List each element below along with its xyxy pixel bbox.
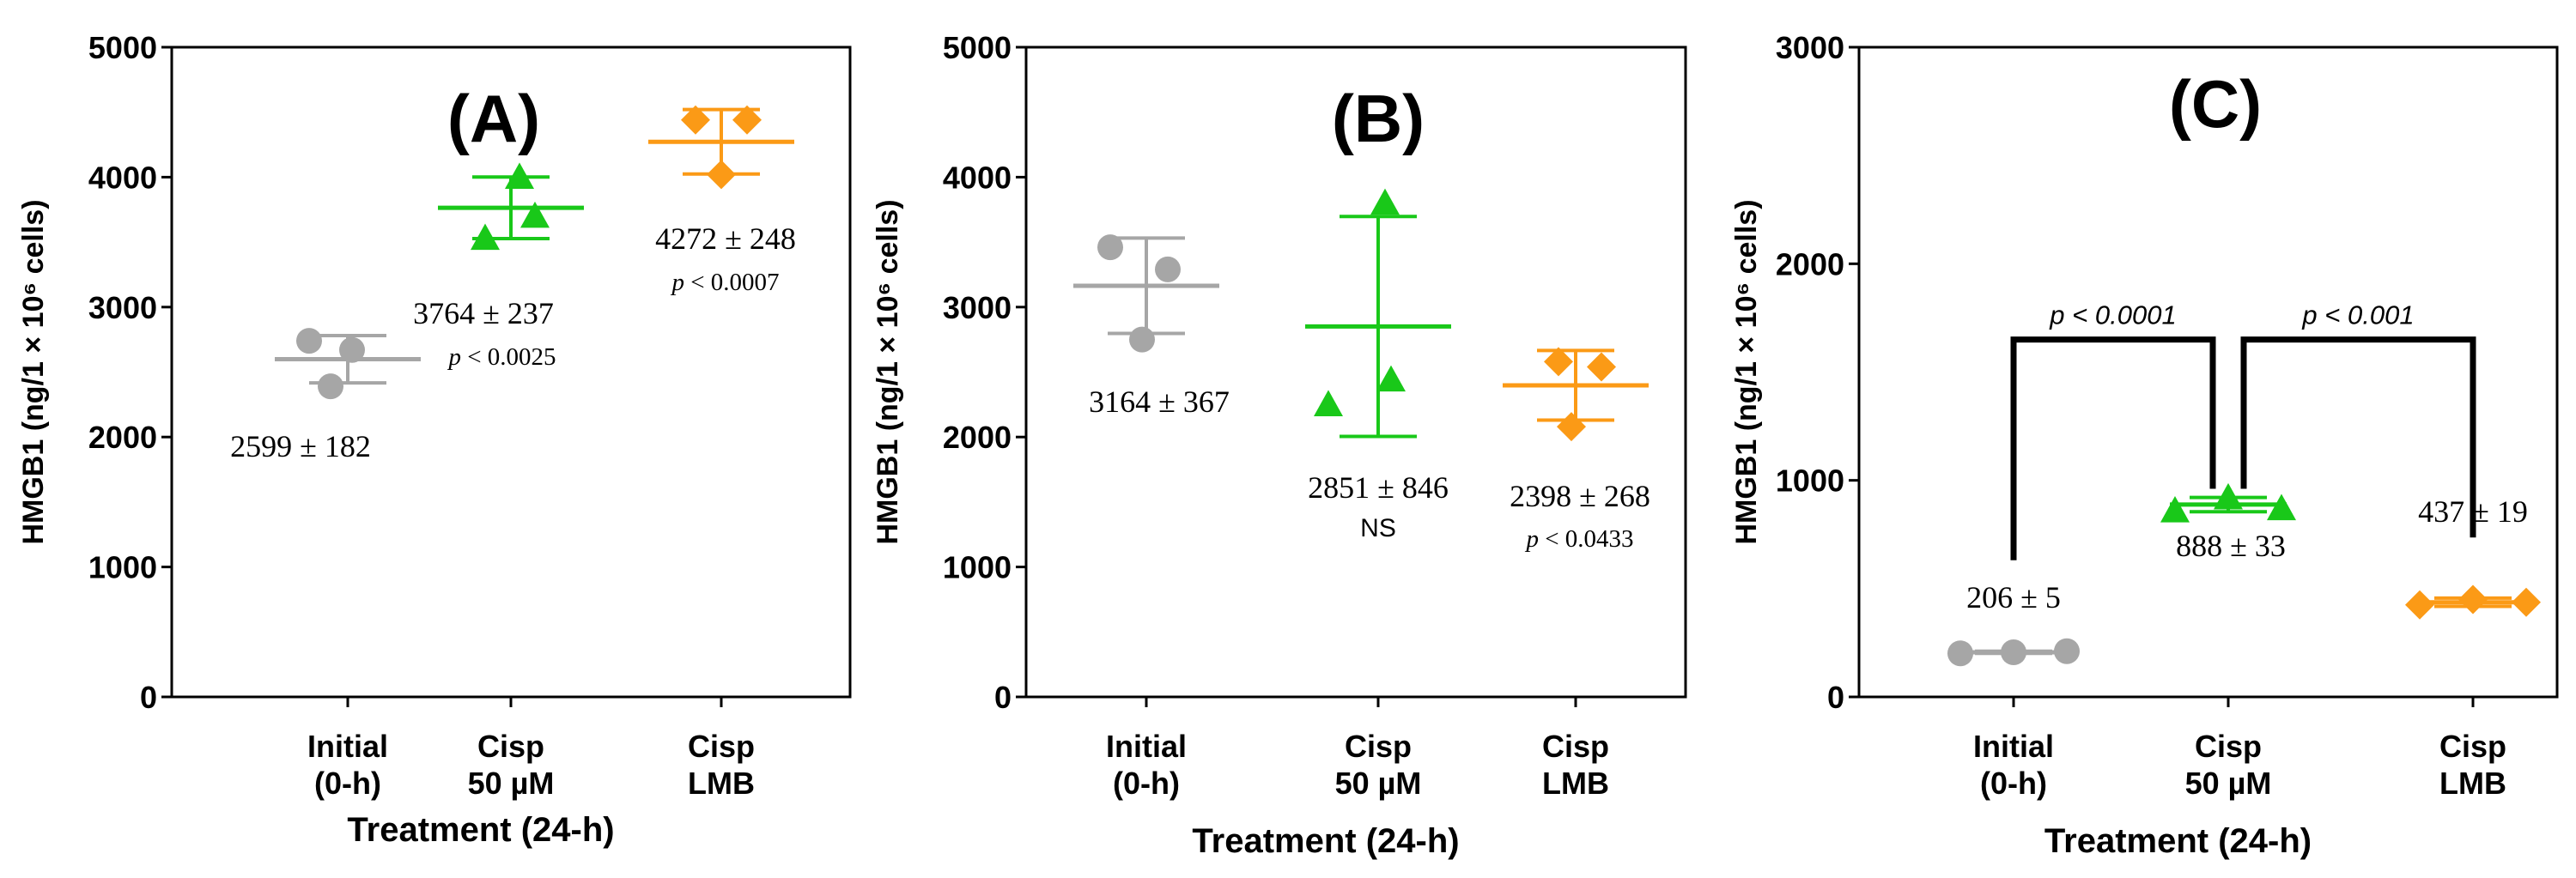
y-tick-label: 1000 xyxy=(943,550,1012,585)
data-point xyxy=(1376,365,1406,392)
panel-label: (B) xyxy=(1332,81,1425,156)
data-point xyxy=(520,201,550,228)
x-tick-label: Cisp xyxy=(477,729,544,764)
data-point xyxy=(732,105,762,135)
mean-sd-annotation: 3764 ± 237 xyxy=(413,296,554,330)
panel-label: (C) xyxy=(2169,66,2262,142)
x-axis-title: Treatment (24-h) xyxy=(2044,822,2312,860)
data-point xyxy=(1544,347,1573,377)
y-tick-label: 0 xyxy=(994,680,1012,715)
data-point xyxy=(2458,584,2488,615)
p-value-annotation: p < 0.0433 xyxy=(1524,525,1633,553)
x-tick-label: Initial xyxy=(307,729,388,764)
data-point xyxy=(1097,234,1123,261)
y-tick-label: 0 xyxy=(140,680,157,715)
mean-sd-annotation: 4272 ± 248 xyxy=(655,221,796,256)
mean-sd-annotation: 3164 ± 367 xyxy=(1089,385,1230,419)
x-tick-label: 50 µM xyxy=(1335,766,1422,801)
mean-sd-annotation: 2851 ± 846 xyxy=(1308,470,1449,505)
x-axis-title: Treatment (24-h) xyxy=(347,811,614,849)
data-point xyxy=(1587,352,1616,382)
data-point xyxy=(1314,390,1343,416)
x-tick-label: LMB xyxy=(1542,766,1609,801)
x-tick-label: LMB xyxy=(2439,766,2506,801)
x-tick-label: Cisp xyxy=(1345,729,1412,764)
data-point xyxy=(1155,256,1181,282)
x-tick-label: (0-h) xyxy=(1113,766,1180,801)
y-tick-label: 1000 xyxy=(1776,463,1844,499)
y-tick-label: 4000 xyxy=(88,160,157,195)
data-point xyxy=(1370,188,1400,215)
y-tick-label: 2000 xyxy=(943,420,1012,455)
y-tick-label: 3000 xyxy=(88,290,157,325)
y-tick-label: 4000 xyxy=(943,160,1012,195)
y-tick-label: 0 xyxy=(1827,680,1844,715)
x-tick-label: (0-h) xyxy=(314,766,381,801)
p-value-annotation: p < 0.0007 xyxy=(670,269,779,296)
panel-a: 010002000300040005000Initial(0-h)Cisp50 … xyxy=(17,30,852,849)
y-tick-label: 5000 xyxy=(88,30,157,65)
mean-sd-annotation: 206 ± 5 xyxy=(1966,580,2061,615)
significance-label: p < 0.001 xyxy=(2301,300,2414,330)
x-tick-label: Initial xyxy=(1106,729,1187,764)
data-point xyxy=(1557,412,1586,442)
data-point xyxy=(318,373,343,400)
x-tick-label: LMB xyxy=(688,766,755,801)
y-axis-title: HMGB1 (ng/1 × 10⁶ cells) xyxy=(17,199,50,544)
data-point xyxy=(1129,326,1155,353)
x-axis-title: Treatment (24-h) xyxy=(1192,822,1459,860)
data-point xyxy=(339,336,365,363)
data-point xyxy=(2001,639,2026,666)
data-point xyxy=(707,160,736,190)
y-tick-label: 3000 xyxy=(1776,30,1844,65)
y-tick-label: 5000 xyxy=(943,30,1012,65)
plot-frame xyxy=(1024,45,1687,699)
significance-annotation: NS xyxy=(1360,514,1396,542)
data-point xyxy=(1947,640,1973,667)
y-tick-label: 2000 xyxy=(1776,246,1844,282)
data-point xyxy=(471,223,500,251)
data-point xyxy=(681,105,710,135)
mean-sd-annotation: 437 ± 19 xyxy=(2418,494,2528,529)
x-tick-label: Cisp xyxy=(1542,729,1609,764)
data-point xyxy=(2267,493,2296,521)
y-axis-title: HMGB1 (ng/1 × 10⁶ cells) xyxy=(872,199,904,544)
mean-sd-annotation: 888 ± 33 xyxy=(2176,529,2286,563)
x-tick-label: Cisp xyxy=(2439,729,2506,764)
mean-sd-annotation: 2599 ± 182 xyxy=(230,429,371,463)
y-axis-title: HMGB1 (ng/1 × 10⁶ cells) xyxy=(1730,199,1763,544)
x-tick-label: (0-h) xyxy=(1980,766,2047,801)
data-point xyxy=(2160,495,2190,523)
y-tick-label: 2000 xyxy=(88,420,157,455)
significance-bracket xyxy=(2010,336,2216,560)
significance-bracket xyxy=(2240,336,2476,538)
data-point xyxy=(2405,590,2434,620)
panel-b: 010002000300040005000Initial(0-h)Cisp50 … xyxy=(872,30,1687,860)
data-point xyxy=(2214,482,2243,510)
data-point xyxy=(296,328,322,354)
x-tick-label: Cisp xyxy=(2195,729,2262,764)
p-value-annotation: p < 0.0025 xyxy=(447,343,556,371)
x-tick-label: 50 µM xyxy=(468,766,555,801)
data-point xyxy=(2054,638,2080,664)
data-point xyxy=(505,162,534,189)
y-tick-label: 3000 xyxy=(943,290,1012,325)
x-tick-label: Cisp xyxy=(688,729,755,764)
mean-sd-annotation: 2398 ± 268 xyxy=(1510,479,1650,513)
data-point xyxy=(2512,587,2541,617)
x-tick-label: Initial xyxy=(1973,729,2054,764)
y-tick-label: 1000 xyxy=(88,550,157,585)
significance-label: p < 0.0001 xyxy=(2049,300,2176,330)
x-tick-label: 50 µM xyxy=(2185,766,2272,801)
panel-label: (A) xyxy=(447,81,540,156)
plot-frame xyxy=(1857,45,2559,699)
